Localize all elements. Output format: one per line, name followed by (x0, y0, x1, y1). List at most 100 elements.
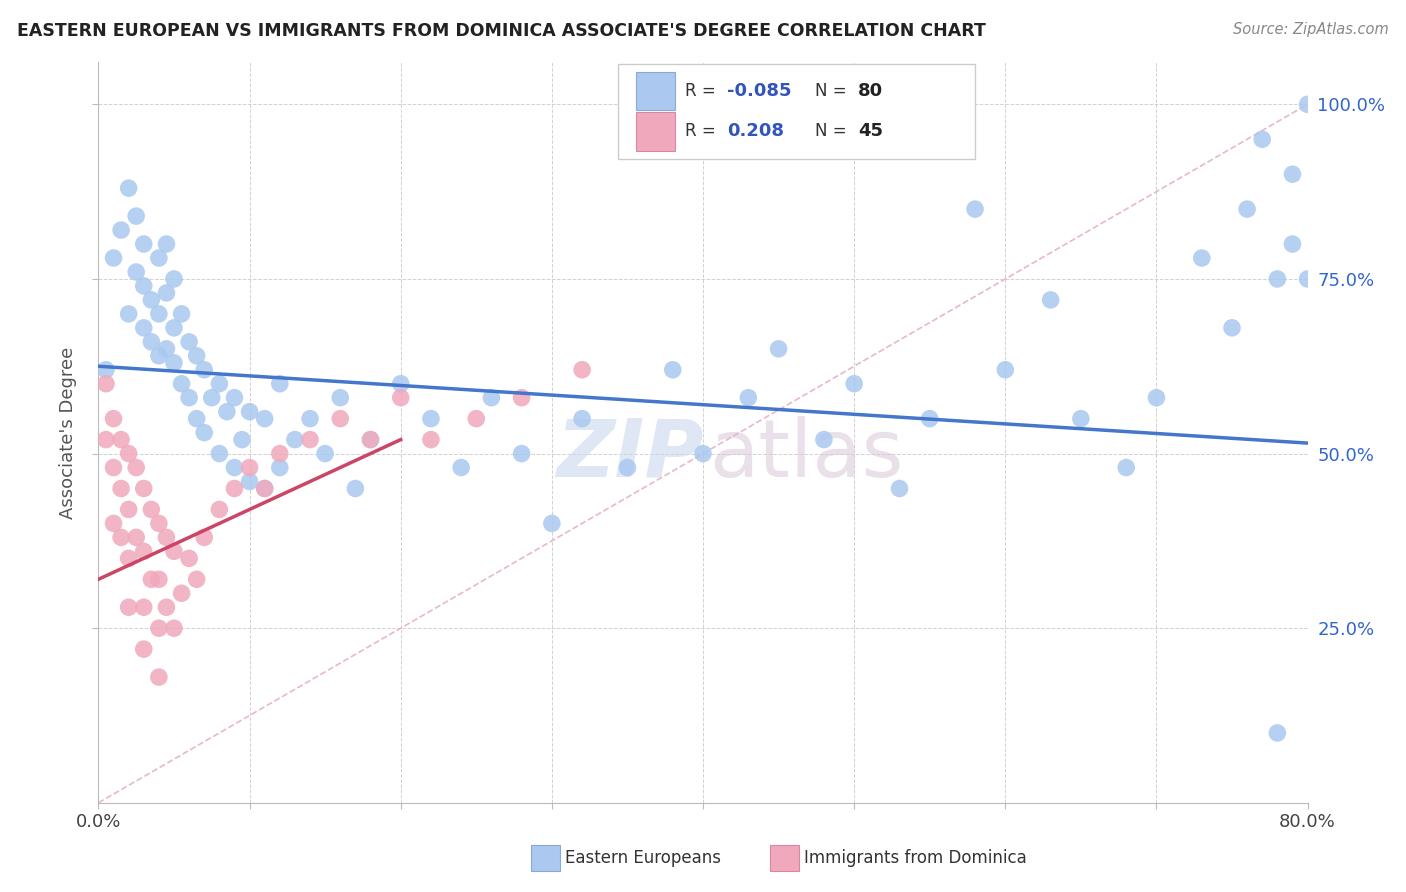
Text: Source: ZipAtlas.com: Source: ZipAtlas.com (1233, 22, 1389, 37)
Point (420, 433, 443, 447)
Point (132, 600, 155, 615)
Point (389, 376, 412, 391)
Point (813, 433, 835, 447)
Point (132, 279, 155, 293)
Point (163, 356, 186, 370)
Point (163, 321, 186, 335)
Point (540, 516, 562, 531)
Y-axis label: Associate's Degree: Associate's Degree (59, 346, 77, 519)
Point (110, 433, 132, 447)
Point (344, 482, 367, 496)
Point (170, 586, 193, 600)
Text: 45: 45 (858, 122, 883, 140)
Point (208, 376, 231, 391)
Point (103, 251, 125, 265)
Point (103, 516, 125, 531)
Point (163, 621, 186, 635)
Text: N =: N = (815, 122, 852, 140)
Point (1281, 237, 1303, 252)
Point (239, 405, 262, 419)
Point (148, 349, 170, 363)
FancyBboxPatch shape (619, 64, 976, 159)
Point (179, 551, 201, 566)
Text: 0.208: 0.208 (727, 122, 785, 140)
Point (239, 475, 262, 489)
Point (889, 482, 911, 496)
Point (208, 502, 231, 516)
Point (155, 285, 177, 300)
Point (132, 321, 155, 335)
Point (844, 376, 866, 391)
Text: EASTERN EUROPEAN VS IMMIGRANTS FROM DOMINICA ASSOCIATE'S DEGREE CORRELATION CHAR: EASTERN EUROPEAN VS IMMIGRANTS FROM DOMI… (17, 22, 986, 40)
Point (1039, 293, 1062, 307)
Text: N =: N = (815, 82, 852, 100)
Point (148, 670, 170, 684)
Point (510, 391, 533, 405)
Point (186, 349, 208, 363)
Point (692, 446, 714, 460)
Point (94, 363, 117, 377)
Point (118, 181, 141, 195)
Point (110, 223, 132, 237)
Point (450, 460, 472, 475)
Point (148, 307, 170, 321)
Point (1251, 132, 1274, 146)
Point (253, 482, 276, 496)
Point (132, 237, 155, 252)
Text: R =: R = (685, 82, 721, 100)
Point (118, 600, 141, 615)
Point (1267, 272, 1289, 286)
Text: atlas: atlas (709, 416, 904, 494)
Point (329, 391, 352, 405)
Point (1220, 321, 1243, 335)
Point (1144, 391, 1167, 405)
Text: Immigrants from Dominica: Immigrants from Dominica (804, 849, 1026, 867)
Point (163, 272, 186, 286)
Point (481, 391, 503, 405)
Point (299, 411, 322, 425)
Point (269, 460, 291, 475)
Point (253, 482, 276, 496)
Point (661, 363, 683, 377)
Point (125, 460, 148, 475)
Point (1191, 251, 1213, 265)
Point (465, 411, 488, 425)
Point (148, 251, 170, 265)
Point (1236, 202, 1258, 216)
Point (155, 342, 177, 356)
Point (284, 433, 307, 447)
Point (224, 391, 246, 405)
Point (420, 411, 443, 425)
Point (269, 446, 291, 460)
Point (118, 502, 141, 516)
Point (132, 642, 155, 657)
Text: ZIP: ZIP (555, 416, 703, 494)
Point (141, 572, 163, 586)
FancyBboxPatch shape (637, 72, 675, 111)
Point (132, 544, 155, 558)
Point (118, 551, 141, 566)
Point (148, 621, 170, 635)
Point (141, 502, 163, 516)
Point (360, 433, 382, 447)
Point (329, 411, 352, 425)
Point (239, 460, 262, 475)
Text: Eastern Europeans: Eastern Europeans (565, 849, 721, 867)
Point (125, 265, 148, 279)
Point (118, 307, 141, 321)
Point (118, 446, 141, 460)
Point (571, 363, 593, 377)
Point (231, 433, 253, 447)
Point (1296, 97, 1319, 112)
Point (170, 376, 193, 391)
Point (186, 572, 208, 586)
Point (155, 600, 177, 615)
Text: R =: R = (685, 122, 721, 140)
Point (193, 425, 215, 440)
Point (299, 433, 322, 447)
Point (141, 293, 163, 307)
Point (1115, 460, 1137, 475)
Text: 80: 80 (858, 82, 883, 100)
Point (132, 482, 155, 496)
Point (314, 446, 336, 460)
